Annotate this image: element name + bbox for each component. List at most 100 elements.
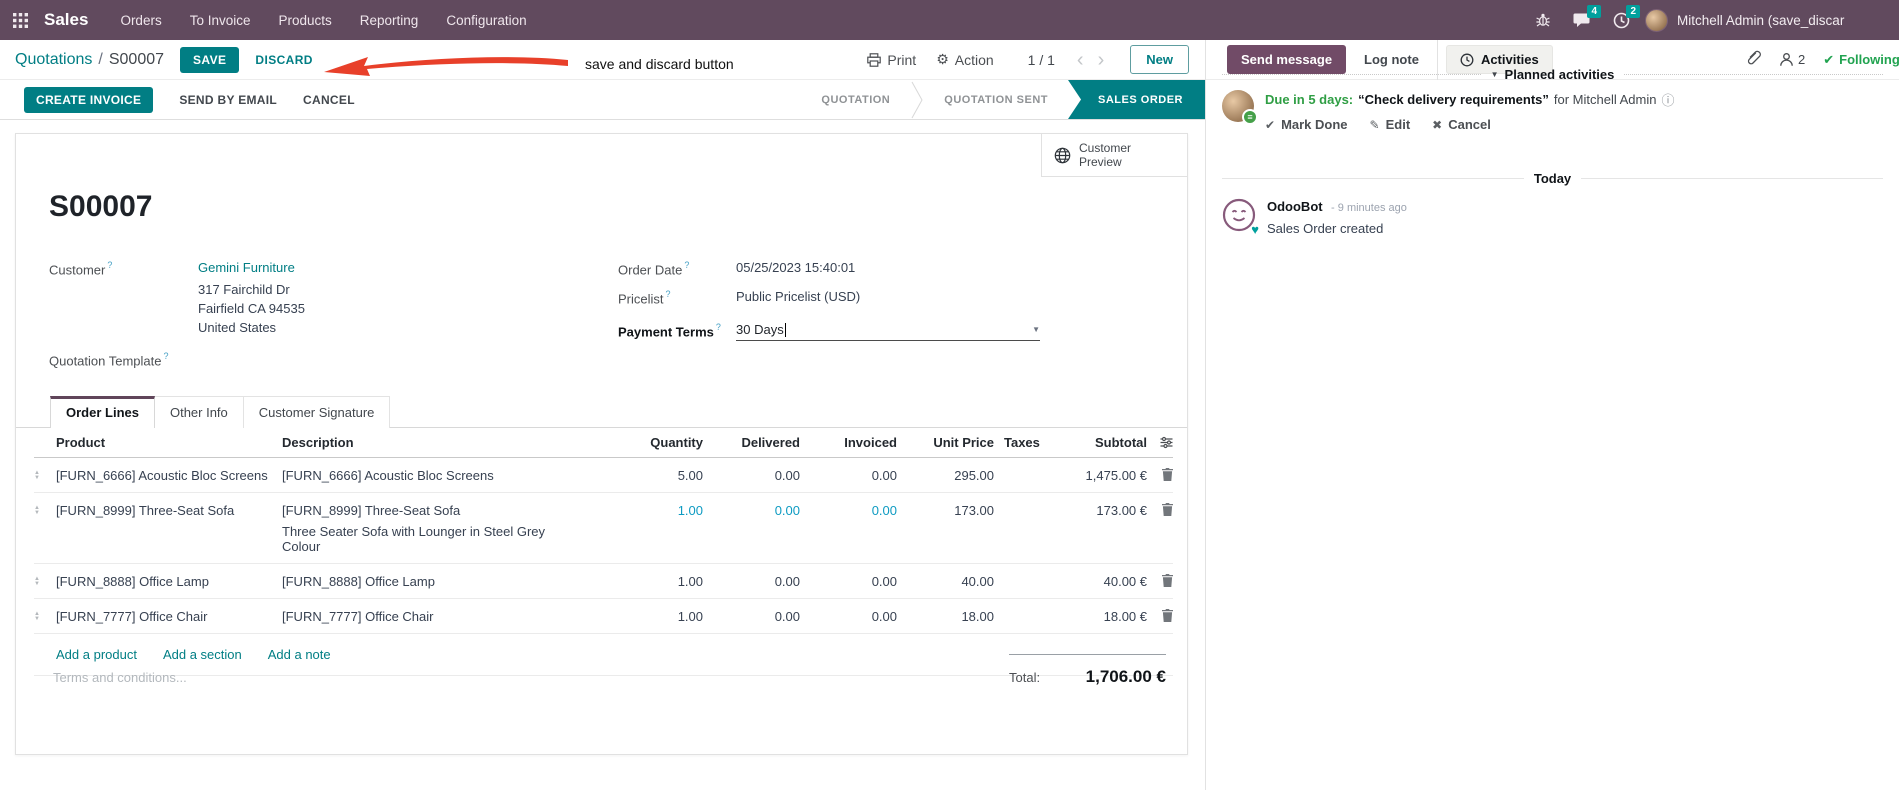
discard-button[interactable]: DISCARD [255, 52, 313, 67]
cell-subtotal[interactable]: 40.00 € [1103, 574, 1147, 589]
send-message-button[interactable]: Send message [1227, 45, 1347, 74]
action-button[interactable]: ⚙ Action [936, 51, 993, 68]
cell-unit-price[interactable]: 18.00 [961, 609, 994, 624]
cell-product[interactable]: [FURN_6666] Acoustic Bloc Screens [56, 468, 268, 483]
message-author[interactable]: OdooBot [1267, 199, 1323, 214]
cell-quantity[interactable]: 1.00 [677, 503, 703, 518]
pricelist-value[interactable]: Public Pricelist (USD) [736, 289, 861, 304]
payment-terms-dropdown-icon[interactable]: ▼ [1032, 325, 1040, 334]
cell-delivered[interactable]: 0.00 [774, 468, 800, 483]
cell-subtotal[interactable]: 18.00 € [1103, 609, 1147, 624]
drag-handle-icon[interactable]: ▲ ▼ [34, 505, 40, 516]
nav-item-configuration[interactable]: Configuration [446, 12, 527, 28]
customer-city[interactable]: Fairfield CA 94535 [198, 301, 305, 316]
column-options-icon[interactable] [1147, 436, 1173, 449]
activities-clock-icon[interactable]: 2 [1606, 0, 1640, 40]
message-header: OdooBot - 9 minutes ago [1267, 198, 1407, 216]
cell-quantity[interactable]: 5.00 [677, 468, 703, 483]
pager-next-icon[interactable]: › [1097, 48, 1105, 71]
customer-name-link[interactable]: Gemini Furniture [198, 260, 295, 275]
log-note-button[interactable]: Log note [1364, 52, 1419, 67]
table-footer-links: Add a product Add a section Add a note [34, 634, 1173, 676]
user-avatar[interactable] [1645, 8, 1668, 32]
save-button[interactable]: SAVE [180, 46, 240, 73]
cell-description[interactable]: [FURN_8888] Office Lamp [282, 574, 435, 589]
activities-button[interactable]: Activities [1445, 45, 1553, 74]
customer-country[interactable]: United States [198, 320, 277, 335]
cell-invoiced[interactable]: 0.00 [871, 609, 897, 624]
following-button[interactable]: ✔ Following [1823, 51, 1899, 68]
cell-product[interactable]: [FURN_7777] Office Chair [56, 609, 208, 624]
cell-quantity[interactable]: 1.00 [677, 609, 703, 624]
nav-item-orders[interactable]: Orders [120, 12, 162, 28]
breadcrumb-quotations-link[interactable]: Quotations [15, 50, 93, 68]
cell-quantity[interactable]: 1.00 [677, 574, 703, 589]
delete-row-icon[interactable] [1162, 574, 1173, 587]
drag-handle-icon[interactable]: ▲ ▼ [34, 611, 40, 622]
cell-delivered[interactable]: 0.00 [774, 503, 800, 518]
drag-handle-icon[interactable]: ▲ ▼ [34, 576, 40, 587]
cancel-button[interactable]: CANCEL [303, 92, 355, 107]
edit-activity-button[interactable]: ✎ Edit [1369, 117, 1411, 132]
nav-item-to-invoice[interactable]: To Invoice [189, 12, 251, 28]
payment-terms-input[interactable]: 30 Days ▼ [736, 322, 1040, 341]
cell-product[interactable]: [FURN_8999] Three-Seat Sofa [56, 503, 235, 518]
cell-description[interactable]: [FURN_6666] Acoustic Bloc Screens [282, 468, 494, 483]
print-button[interactable]: Print [867, 52, 916, 68]
app-name[interactable]: Sales [44, 10, 89, 29]
add-product-link[interactable]: Add a product [56, 647, 137, 662]
header-taxes: Taxes [1004, 435, 1040, 450]
attachment-button[interactable] [1746, 49, 1761, 70]
add-note-link[interactable]: Add a note [267, 647, 331, 662]
cell-delivered[interactable]: 0.00 [774, 609, 800, 624]
followers-button[interactable]: 2 [1779, 52, 1805, 67]
delete-row-icon[interactable] [1162, 503, 1173, 516]
drag-handle-icon[interactable]: ▲ ▼ [34, 470, 40, 481]
customer-preview-button[interactable]: Customer Preview [1041, 134, 1187, 177]
nav-item-products[interactable]: Products [278, 12, 332, 28]
text-cursor [784, 322, 786, 337]
pager-prev-icon[interactable]: ‹ [1076, 48, 1084, 71]
create-invoice-button[interactable]: CREATE INVOICE [24, 86, 154, 113]
user-name[interactable]: Mitchell Admin (save_discar [1677, 12, 1845, 28]
cell-description[interactable]: [FURN_7777] Office Chair [282, 609, 434, 624]
table-row: ▲ ▼ [FURN_8999] Three-Seat Sofa [FURN_899… [34, 493, 1173, 564]
debug-bug-icon[interactable] [1528, 0, 1558, 40]
cell-unit-price[interactable]: 295.00 [954, 468, 994, 483]
mark-done-button[interactable]: ✔ Mark Done [1265, 117, 1348, 132]
stage-quotation-sent[interactable]: QUOTATION SENT [944, 93, 1049, 106]
add-section-link[interactable]: Add a section [162, 647, 242, 662]
messages-icon[interactable]: 4 [1567, 0, 1601, 40]
customer-street[interactable]: 317 Fairchild Dr [198, 282, 290, 297]
send-by-email-button[interactable]: SEND BY EMAIL [179, 92, 278, 107]
tab-order-lines[interactable]: Order Lines [50, 396, 155, 428]
order-date-value[interactable]: 05/25/2023 15:40:01 [736, 260, 856, 275]
cell-description[interactable]: [FURN_8999] Three-Seat Sofa Three Seater… [282, 503, 593, 554]
delete-row-icon[interactable] [1162, 468, 1173, 481]
tab-customer-signature[interactable]: Customer Signature [243, 396, 391, 428]
stage-quotation[interactable]: QUOTATION [821, 93, 891, 106]
nav-item-reporting[interactable]: Reporting [359, 12, 419, 28]
cell-invoiced[interactable]: 0.00 [871, 574, 897, 589]
cell-unit-price[interactable]: 173.00 [954, 503, 994, 518]
header-delivered: Delivered [741, 435, 800, 450]
info-icon[interactable]: ⓘ [1661, 93, 1675, 108]
new-button[interactable]: New [1130, 45, 1189, 74]
cell-product[interactable]: [FURN_8888] Office Lamp [56, 574, 209, 589]
cell-invoiced[interactable]: 0.00 [871, 468, 897, 483]
cell-unit-price[interactable]: 40.00 [961, 574, 994, 589]
cell-delivered[interactable]: 0.00 [774, 574, 800, 589]
apps-grid-icon[interactable] [0, 0, 40, 40]
terms-placeholder[interactable]: Terms and conditions... [53, 670, 187, 685]
stage-sales-order[interactable]: SALES ORDER [1068, 80, 1205, 119]
cancel-activity-button[interactable]: ✖ Cancel [1432, 117, 1491, 132]
stage-widget: QUOTATION QUOTATION SENT SALES ORDER [801, 80, 1205, 119]
cell-subtotal[interactable]: 1,475.00 € [1085, 468, 1147, 483]
tab-other-info[interactable]: Other Info [154, 396, 244, 428]
delete-row-icon[interactable] [1162, 609, 1173, 622]
cell-invoiced[interactable]: 0.00 [871, 503, 897, 518]
cell-subtotal[interactable]: 173.00 € [1096, 503, 1147, 518]
planned-activities-toggle[interactable]: ▼ Planned activities [1490, 67, 1615, 82]
order-title[interactable]: S00007 [49, 190, 153, 223]
pager-count: 1 / 1 [1027, 51, 1055, 68]
